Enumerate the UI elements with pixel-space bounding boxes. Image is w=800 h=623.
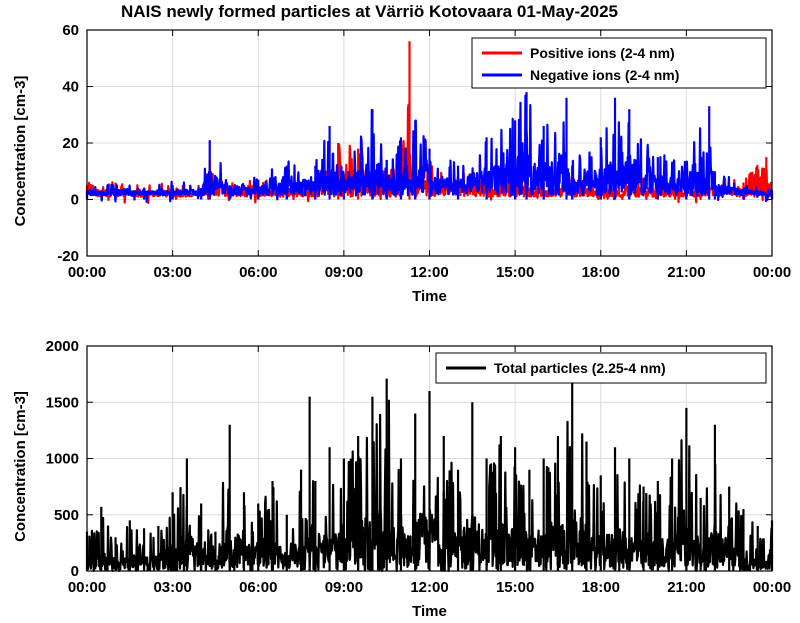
y-tick-label: 0: [71, 192, 79, 209]
x-tick-label: 00:00: [753, 264, 791, 281]
legend-label: Negative ions (2-4 nm): [530, 67, 679, 83]
x-tick-label: 15:00: [496, 579, 534, 596]
chart-title: NAIS newly formed particles at Värriö Ko…: [121, 2, 618, 21]
x-tick-label: 03:00: [153, 264, 191, 281]
x-tick-label: 12:00: [410, 264, 448, 281]
legend-box: [435, 352, 767, 384]
x-tick-label: 00:00: [753, 579, 791, 596]
x-tick-label: 12:00: [410, 579, 448, 596]
y-tick-label: 1000: [46, 451, 79, 468]
legend: Positive ions (2-4 nm) Negative ions (2-4…: [471, 37, 767, 89]
y-tick-label: 60: [62, 22, 79, 39]
y-axis-label: Concentration [cm-3]: [12, 391, 29, 542]
x-tick-label: 00:00: [68, 264, 106, 281]
y-tick-label: 0: [71, 563, 79, 580]
y-axis-label: Concentration [cm-3]: [12, 76, 29, 227]
y-tick-label: 1500: [46, 394, 79, 411]
x-axis-label: Time: [412, 603, 447, 620]
legend: Total particles (2.25-4 nm): [435, 352, 767, 384]
legend-label: Positive ions (2-4 nm): [530, 45, 675, 61]
x-tick-label: 21:00: [667, 264, 705, 281]
x-tick-label: 18:00: [582, 264, 620, 281]
x-tick-label: 09:00: [325, 264, 363, 281]
y-tick-label: 40: [62, 79, 79, 96]
chart-panel-2: 00:00 03:00 06:00 09:00 12:00 15:00 18:00 21:00…: [12, 338, 791, 620]
x-tick-label: 03:00: [153, 579, 191, 596]
x-tick-label: 21:00: [667, 579, 705, 596]
chart-panel-1: 00:00 03:00 06:00 09:00 12:00 15:00 18:00 21:00…: [12, 2, 791, 305]
x-tick-label: 06:00: [239, 264, 277, 281]
x-tick-label: 00:00: [68, 579, 106, 596]
y-tick-label: 500: [54, 507, 79, 524]
y-tick-label: 2000: [46, 338, 79, 355]
x-tick-label: 18:00: [582, 579, 620, 596]
legend-label: Total particles (2.25-4 nm): [494, 360, 666, 376]
x-tick-label: 06:00: [239, 579, 277, 596]
x-axis-label: Time: [412, 288, 447, 305]
x-tick-label: 09:00: [325, 579, 363, 596]
legend-box: [471, 37, 767, 89]
y-tick-label: -20: [57, 248, 79, 265]
x-tick-label: 15:00: [496, 264, 534, 281]
y-tick-label: 20: [62, 135, 79, 152]
